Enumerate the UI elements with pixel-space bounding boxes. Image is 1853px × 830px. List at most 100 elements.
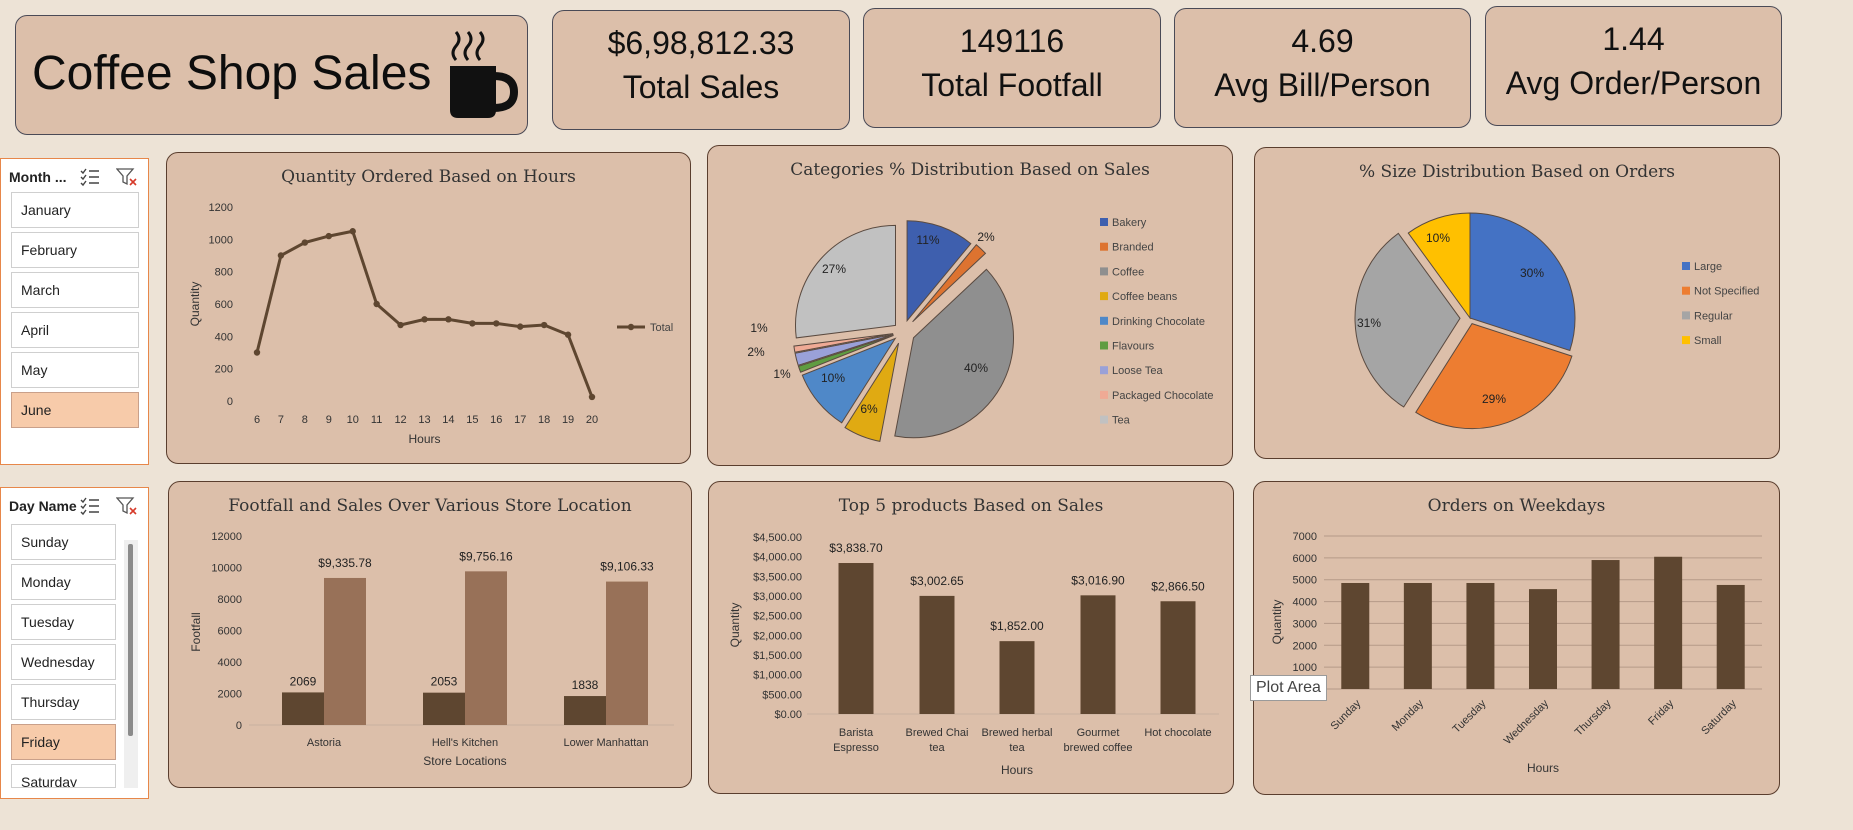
x-tick-label: Friday [1646, 697, 1676, 727]
multi-select-icon[interactable] [79, 167, 101, 187]
day-slicer-title: Day Name [9, 498, 77, 514]
top-products-card: Top 5 products Based on Sales $0.00 $500.… [708, 481, 1234, 794]
x-tick-label: Tuesday [1451, 697, 1489, 735]
slice-label: 30% [1520, 266, 1544, 280]
slicer-item-june[interactable]: June [11, 392, 139, 428]
legend-swatch [1100, 218, 1108, 226]
legend-swatch [1100, 316, 1108, 325]
product-bar [919, 595, 955, 714]
slicer-item-friday[interactable]: Friday [11, 724, 116, 760]
x-axis-title: Hours [1001, 763, 1033, 777]
slicer-item-thursday[interactable]: Thursday [11, 684, 116, 720]
y-tick-label: 12000 [211, 531, 242, 543]
x-tick-label: Gourmet [1077, 727, 1120, 739]
weekday-bar [1529, 589, 1557, 689]
chart-title: Orders on Weekdays [1427, 496, 1606, 516]
slice-label: 10% [821, 371, 845, 385]
slice-label: 31% [1357, 316, 1381, 330]
slice-label: 40% [964, 361, 988, 375]
data-label: 2069 [290, 674, 317, 688]
chart-title: Categories % Distribution Based on Sales [790, 160, 1150, 180]
y-tick-label: 4000 [218, 657, 242, 669]
slice-label: 29% [1482, 392, 1506, 406]
slicer-item-february[interactable]: February [11, 232, 139, 268]
data-label: 1838 [572, 678, 599, 692]
clear-filter-icon[interactable] [116, 167, 138, 187]
x-tick-label: 20 [586, 414, 598, 426]
slicer-item-january[interactable]: January [11, 192, 139, 228]
y-tick-label: $4,500.00 [753, 532, 802, 544]
chart-title: Footfall and Sales Over Various Store Lo… [228, 496, 632, 516]
slice-label: 1% [773, 367, 791, 381]
data-point [493, 320, 500, 327]
data-point [588, 393, 596, 401]
store-location-chart[interactable]: 0 2000 4000 6000 8000 10000 12000 2069 $9,335.78… [169, 482, 693, 789]
kpi-avg-bill: 4.69 Avg Bill/Person [1174, 8, 1471, 128]
x-tick-label: 7 [278, 414, 284, 426]
slicer-item-monday[interactable]: Monday [11, 564, 116, 600]
y-tick-label: $3,000.00 [753, 591, 802, 603]
y-tick-label: 4000 [1293, 597, 1317, 609]
data-point [349, 228, 356, 235]
category-pie-chart[interactable]: 11% 2% 40% 6% 10% 1% 2% 1% 27% Bakery Branded Coffe… [708, 146, 1234, 467]
chart-title: % Size Distribution Based on Orders [1358, 162, 1676, 182]
bar-footfall [423, 692, 465, 725]
legend-label: Regular [1694, 310, 1733, 322]
month-slicer[interactable]: Month ... January February March April M… [0, 158, 149, 465]
legend-swatch [1100, 415, 1108, 424]
top-products-chart[interactable]: $0.00 $500.00 $1,000.00 $1,500.00 $2,000.00 $… [709, 482, 1235, 795]
title-card: Coffee Shop Sales [15, 15, 528, 135]
data-point [421, 316, 428, 323]
series-line [255, 229, 594, 398]
legend-label: Coffee beans [1112, 291, 1178, 303]
slicer-item-sunday[interactable]: Sunday [11, 524, 116, 560]
chart-title: Quantity Ordered Based on Hours [281, 167, 576, 187]
quantity-by-hour-chart[interactable]: 0 200 400 600 800 1000 1200 6 7 8 9 10 11 12 13 14 15 16 1… [167, 153, 692, 465]
x-tick-label: 15 [466, 414, 478, 426]
slicer-item-wednesday[interactable]: Wednesday [11, 644, 116, 680]
x-tick-label: 10 [347, 414, 359, 426]
clear-filter-icon[interactable] [116, 496, 138, 516]
slicer-item-saturday[interactable]: Saturday [11, 764, 116, 788]
x-tick-label: 8 [302, 414, 308, 426]
weekday-bar [1341, 582, 1370, 689]
legend-swatch [1100, 267, 1108, 276]
pie-slice [793, 333, 894, 353]
kpi-value: $6,98,812.33 [607, 25, 795, 61]
x-tick-label: 19 [562, 414, 574, 426]
pie-slice [906, 220, 972, 323]
x-tick-label: Brewed herbal [982, 727, 1053, 739]
pie-slice [794, 333, 894, 367]
legend-swatch [1682, 311, 1690, 320]
pie-slice [797, 334, 894, 373]
legend-swatch [1100, 341, 1108, 350]
legend-swatch [1100, 242, 1108, 251]
day-slicer[interactable]: Day Name Sunday Monday Tuesday Wednesday… [0, 487, 149, 799]
x-tick-label: brewed coffee [1064, 742, 1133, 754]
slicer-item-march[interactable]: March [11, 272, 139, 308]
y-tick-label: 400 [215, 331, 233, 343]
slicer-item-tuesday[interactable]: Tuesday [11, 604, 116, 640]
slicer-item-may[interactable]: May [11, 352, 139, 388]
x-tick-label: 11 [371, 414, 382, 426]
data-label: $3,016.90 [1071, 573, 1125, 587]
slicer-item-april[interactable]: April [11, 312, 139, 348]
weekday-bar [1591, 560, 1620, 689]
multi-select-icon[interactable] [79, 496, 101, 516]
x-tick-label: Wednesday [1502, 697, 1552, 747]
data-point [517, 323, 524, 330]
product-bar [1160, 601, 1196, 714]
slicer-scrollbar-thumb[interactable] [128, 544, 133, 736]
size-pie-chart[interactable]: 30% 29% 31% 10% Large Not Specified Regular Sma… [1255, 148, 1781, 460]
product-bar [1080, 595, 1116, 714]
x-tick-label: Hell's Kitchen [432, 737, 498, 749]
product-bar [999, 641, 1035, 714]
weekday-orders-chart[interactable]: 01000200030004000500060007000SundayMonda… [1254, 482, 1781, 796]
y-tick-label: 6000 [218, 626, 242, 638]
pie-slice [1407, 212, 1471, 320]
data-point [540, 321, 548, 329]
y-tick-label: 3000 [1293, 618, 1317, 630]
weekday-bar [1716, 584, 1745, 689]
legend-swatch [1682, 286, 1690, 295]
kpi-total-sales: $6,98,812.33 Total Sales [552, 10, 850, 130]
